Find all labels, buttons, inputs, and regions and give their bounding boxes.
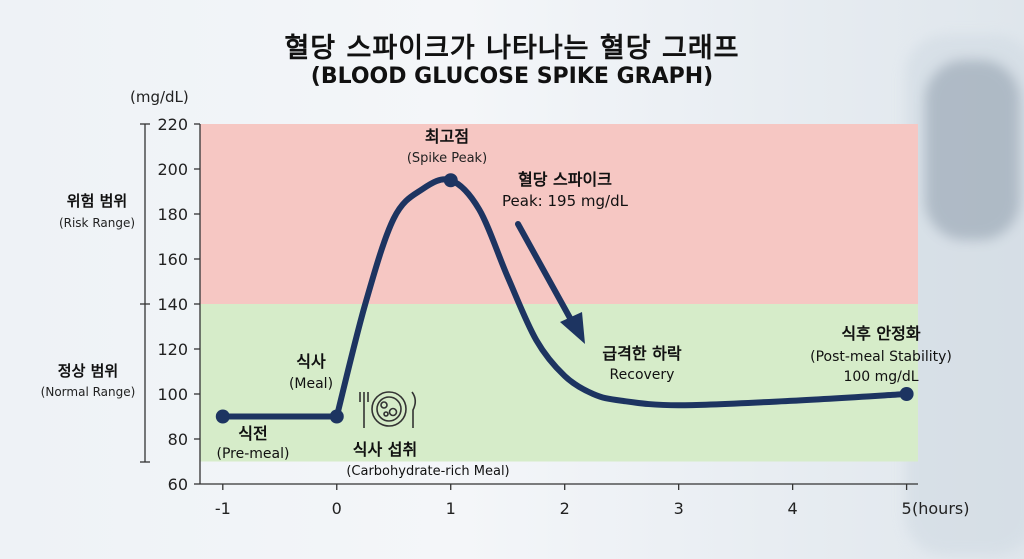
chart-subtitle: (BLOOD GLUCOSE SPIKE GRAPH) [310, 64, 714, 89]
y-unit-label: (mg/dL) [130, 88, 189, 106]
y-tick-label: 140 [157, 295, 188, 314]
stable-value: 100 mg/dL [843, 369, 918, 385]
x-tick-label: 2 [560, 499, 570, 518]
glucose-series-line [219, 176, 910, 420]
risk-range-label: 위험 범위 [67, 192, 127, 210]
risk-range-sublabel: (Risk Range) [59, 216, 135, 230]
x-unit-label: (hours) [912, 499, 969, 518]
risk-range-bracket [140, 123, 150, 305]
intake-label: 식사 섭취 [353, 440, 417, 459]
stable-sublabel: (Post-meal Stability) [810, 349, 952, 365]
x-tick-label: 4 [788, 499, 798, 518]
intake-sublabel: (Carbohydrate-rich Meal) [346, 464, 509, 479]
normal-range-label: 정상 범위 [58, 362, 118, 380]
risk-zone [200, 124, 918, 304]
y-tick-label: 160 [157, 250, 188, 269]
meal-label: 식사 [296, 352, 326, 371]
background-device [905, 35, 1024, 555]
plate-fork-knife-icon [359, 391, 417, 428]
stable-label: 식후 안정화 [841, 324, 920, 343]
x-tick-label: -1 [215, 499, 231, 518]
data-point-marker [899, 387, 914, 401]
x-tick-label: 1 [446, 499, 456, 518]
peak-label: 최고점 [425, 127, 469, 146]
background-device-screen [925, 60, 1020, 240]
data-point-marker [215, 409, 230, 424]
x-tick-label: 5 [902, 499, 912, 518]
premeal-sublabel: (Pre-meal) [217, 446, 290, 462]
normal-range-sublabel: (Normal Range) [41, 385, 136, 399]
data-point-marker [443, 173, 458, 188]
recovery-arrow [515, 221, 585, 344]
y-tick-label: 120 [157, 340, 188, 359]
normal-range-bracket [140, 304, 150, 463]
premeal-label: 식전 [238, 424, 267, 443]
meal-sublabel: (Meal) [289, 376, 333, 392]
x-tick-label: 0 [332, 499, 342, 518]
chart-title: 혈당 스파이크가 나타나는 혈당 그래프 [284, 33, 740, 64]
data-point-marker [329, 409, 344, 424]
normal-zone [200, 304, 918, 462]
y-tick-label: 80 [168, 430, 188, 449]
x-tick-label: 3 [674, 499, 684, 518]
y-tick-label: 220 [157, 115, 188, 134]
y-tick-label: 200 [157, 160, 188, 179]
y-tick-label: 180 [157, 205, 188, 224]
spike-peak-value: Peak: 195 mg/dL [502, 192, 629, 210]
y-tick-label: 100 [157, 385, 188, 404]
drop-sublabel: Recovery [610, 367, 675, 383]
y-tick-label: 60 [168, 475, 188, 494]
peak-sublabel: (Spike Peak) [407, 151, 487, 166]
drop-label: 급격한 하락 [602, 344, 681, 363]
spike-label: 혈당 스파이크 [518, 170, 612, 189]
